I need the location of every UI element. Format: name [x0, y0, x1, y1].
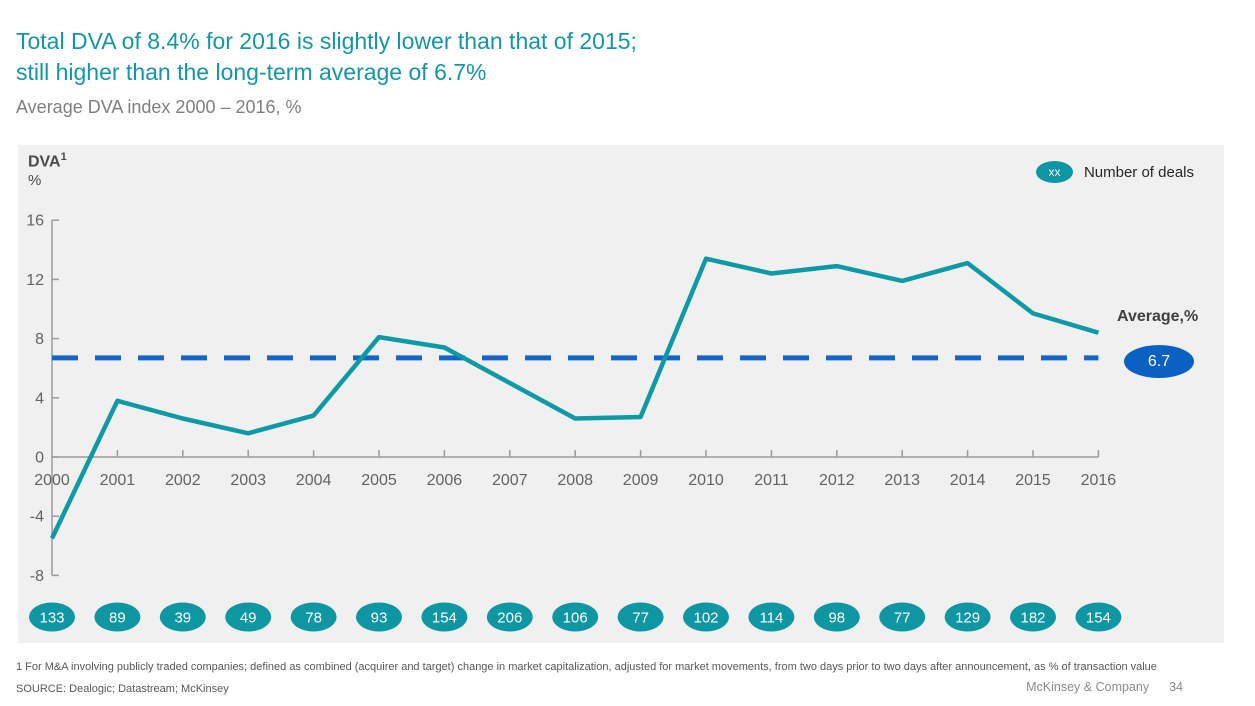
- slide-title: Total DVA of 8.4% for 2016 is slightly l…: [16, 26, 637, 88]
- page-number: 34: [1169, 680, 1183, 694]
- x-tick-label: 2011: [754, 472, 789, 489]
- x-tick-label: 2015: [1015, 472, 1051, 489]
- dva-index-line: [49, 256, 1100, 540]
- deal-count-value: 78: [305, 610, 322, 627]
- average-label: Average,%: [1117, 308, 1199, 325]
- deal-count-badge: [944, 602, 991, 632]
- deal-count-badge: [879, 602, 926, 632]
- y-axis-title-text: DVA: [28, 153, 61, 171]
- x-tick-label: 2002: [165, 472, 201, 489]
- deal-count-badge: [290, 602, 337, 632]
- deal-count-value: 133: [39, 610, 64, 627]
- deal-count-badge: [683, 602, 729, 632]
- x-tick-label: 2016: [1081, 472, 1117, 489]
- legend: xx Number of deals: [1035, 161, 1194, 183]
- y-tick-label: -4: [30, 509, 44, 526]
- x-tick-label: 2003: [230, 472, 266, 489]
- deal-count-badge: [486, 602, 533, 632]
- slide-title-line1: Total DVA of 8.4% for 2016 is slightly l…: [16, 28, 637, 54]
- deal-count-value: 206: [497, 610, 522, 627]
- dva-line-chart: 16 12 8 4 0 -4 -8 2000 2001 2002 2003 2004 2005 2006 2…: [26, 213, 1122, 632]
- deal-count-value: 93: [371, 610, 388, 627]
- y-tick-label: 0: [35, 450, 44, 467]
- footnote: 1 For M&A involving publicly traded comp…: [16, 661, 1157, 673]
- x-tick-label: 2000: [34, 472, 70, 489]
- y-tick-label: 4: [35, 390, 44, 407]
- average-value-badge: 6.7: [1124, 345, 1194, 378]
- x-tick-label: 2014: [950, 472, 986, 489]
- deal-count-badge: [159, 602, 206, 632]
- deal-count-value: 49: [240, 610, 257, 627]
- slide-title-line2: still higher than the long-term average …: [16, 59, 487, 85]
- x-tick-label: 2013: [884, 472, 920, 489]
- deal-count-value: 154: [1086, 610, 1111, 627]
- x-tick-label: 2005: [361, 472, 397, 489]
- deal-count-value: 77: [632, 610, 649, 627]
- deal-count-value: 39: [174, 610, 191, 627]
- deal-count-value: 106: [563, 610, 588, 627]
- deal-count-badge: [1075, 602, 1122, 632]
- deal-count-badge: [748, 602, 795, 632]
- deal-count-badge: [617, 602, 664, 632]
- y-tick-label: -8: [30, 568, 44, 585]
- deal-count-badge: [552, 602, 599, 632]
- x-tick-label: 2006: [427, 472, 463, 489]
- slide-subtitle: Average DVA index 2000 – 2016, %: [16, 97, 302, 117]
- deal-count-badge: [421, 602, 468, 632]
- deal-count-badge: [813, 602, 860, 632]
- deal-count-badge: [94, 602, 141, 632]
- legend-label: Number of deals: [1083, 163, 1194, 181]
- deal-count-value: 154: [432, 610, 457, 627]
- deal-count-value: 98: [828, 610, 845, 627]
- x-tick-label: 2008: [557, 472, 593, 489]
- deal-count-value: 182: [1020, 610, 1045, 627]
- y-axis-unit: %: [28, 172, 42, 189]
- x-tick-label: 2001: [100, 472, 136, 489]
- deal-count-value: 102: [693, 610, 718, 627]
- y-tick-label: 16: [26, 213, 44, 230]
- deal-count-value: 129: [955, 610, 980, 627]
- source-line: SOURCE: Dealogic; Datastream; McKinsey: [16, 683, 229, 695]
- chart-panel: 16 12 8 4 0 -4 -8 2000 2001 2002 2003 2004 2005 2006 2…: [18, 145, 1224, 643]
- deal-count-value: 89: [109, 610, 126, 627]
- footnote-marker: 1: [60, 151, 67, 163]
- x-tick-label: 2007: [492, 472, 528, 489]
- deal-count-badge: [29, 602, 75, 632]
- deal-count-value: 114: [759, 610, 783, 627]
- y-tick-label: 8: [35, 331, 44, 348]
- x-tick-label: 2004: [296, 472, 332, 489]
- x-tick-label: 2009: [623, 472, 659, 489]
- deal-count-badge: [225, 602, 272, 632]
- deal-count-badge-icon: xx: [1035, 161, 1073, 183]
- x-tick-label: 2012: [819, 472, 855, 489]
- deal-count-value: 77: [894, 610, 911, 627]
- x-tick-label: 2010: [688, 472, 724, 489]
- slide-footer: McKinsey & Company 34: [1026, 680, 1183, 694]
- y-axis-title: DVA1: [28, 151, 67, 171]
- y-tick-label: 12: [26, 272, 44, 289]
- deal-count-badge: [356, 602, 402, 632]
- deal-count-badge: [1010, 602, 1056, 632]
- footer-brand: McKinsey & Company: [1026, 680, 1150, 694]
